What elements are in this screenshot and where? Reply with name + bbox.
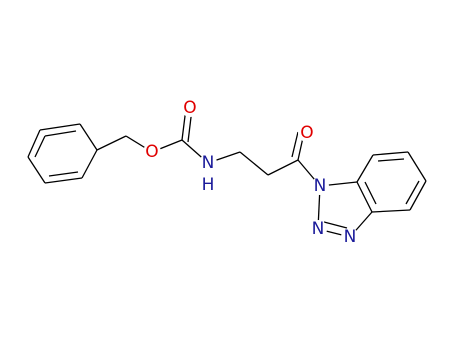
label-backgrounds xyxy=(143,99,359,246)
atom-label: O xyxy=(183,98,196,118)
atom-label: N xyxy=(202,153,215,173)
atom-label: H xyxy=(202,175,215,195)
atom-label: O xyxy=(145,142,158,162)
atom-label: N xyxy=(344,227,357,247)
atom-label: O xyxy=(300,123,313,143)
atom-label: N xyxy=(312,219,325,239)
atom-label: N xyxy=(314,176,327,196)
bonds xyxy=(27,107,427,238)
